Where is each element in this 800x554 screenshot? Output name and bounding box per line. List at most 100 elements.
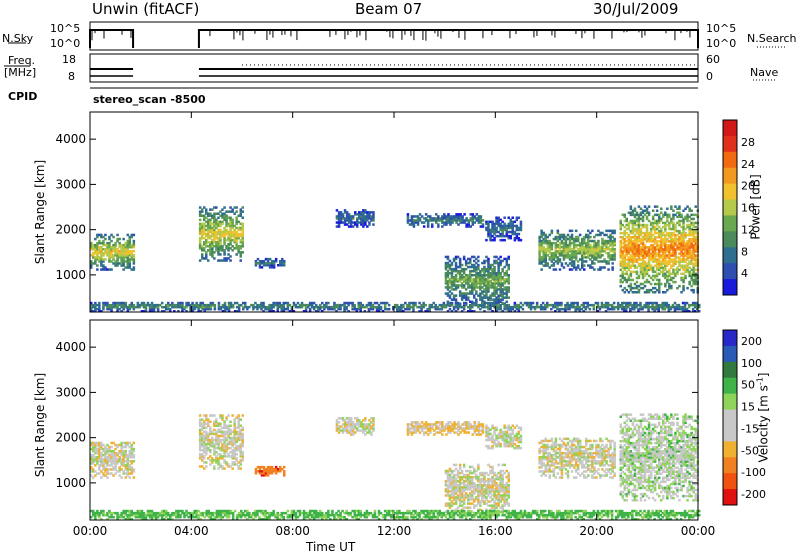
echo-cell	[475, 217, 479, 220]
echo-cell	[381, 310, 385, 313]
echo-cell	[128, 237, 131, 241]
echo-cell	[611, 231, 614, 235]
echo-cell	[106, 301, 109, 305]
echo-cell	[542, 264, 545, 267]
echo-cell	[609, 248, 612, 251]
echo-cell	[694, 278, 697, 282]
echo-cell	[493, 269, 496, 273]
echo-cell	[406, 217, 410, 220]
echo-cell	[209, 301, 213, 305]
echo-cell	[414, 431, 418, 434]
echo-cell	[631, 236, 635, 239]
echo-cell	[696, 303, 699, 307]
echo-cell	[564, 307, 567, 311]
echo-cell	[90, 266, 93, 269]
echo-cell	[368, 211, 371, 214]
echo-cell	[211, 440, 214, 444]
echo-cell	[120, 301, 123, 305]
echo-cell	[633, 229, 637, 233]
echo-cell	[649, 223, 653, 227]
echo-cell	[641, 270, 645, 274]
echo-cell	[568, 250, 572, 253]
echo-cell	[237, 247, 240, 250]
echo-cell	[633, 254, 637, 257]
echo-cell	[98, 307, 101, 311]
echo-cell	[623, 286, 626, 290]
echo-cell	[655, 209, 659, 212]
echo-cell	[335, 425, 339, 428]
echo-cell	[680, 250, 683, 253]
echo-cell	[116, 310, 119, 313]
echo-cell	[239, 255, 242, 258]
echo-cell	[676, 266, 679, 269]
echo-cell	[635, 305, 638, 309]
echo-cell	[550, 231, 554, 235]
echo-cell	[221, 416, 224, 419]
echo-cell	[664, 284, 667, 288]
echo-cell	[424, 213, 428, 216]
echo-cell	[631, 278, 635, 282]
echo-cell	[635, 272, 639, 276]
echo-cell	[198, 436, 202, 440]
echo-cell	[487, 263, 490, 267]
echo-cell	[256, 470, 260, 473]
echo-cell	[540, 258, 543, 261]
echo-cell	[560, 252, 564, 255]
echo-cell	[625, 231, 628, 235]
echo-cell	[591, 252, 594, 255]
echo-cell	[694, 282, 697, 286]
echo-cell	[658, 260, 661, 263]
echo-cell	[471, 303, 474, 307]
echo-cell	[686, 270, 689, 274]
echo-cell	[225, 432, 228, 436]
echo-cell	[450, 280, 454, 283]
echo-cell	[556, 243, 560, 247]
echo-cell	[435, 425, 438, 428]
echo-cell	[429, 431, 432, 434]
echo-cell	[229, 224, 232, 228]
echo-cell	[627, 246, 631, 249]
echo-cell	[446, 284, 450, 287]
echo-cell	[546, 262, 549, 265]
echo-cell	[499, 300, 502, 303]
echo-cell	[124, 472, 127, 475]
echo-cell	[347, 217, 351, 220]
echo-cell	[223, 436, 226, 440]
echo-cell	[672, 270, 675, 274]
echo-cell	[471, 310, 474, 313]
echo-cell	[499, 232, 502, 236]
echo-cell	[142, 305, 146, 309]
echo-cell	[460, 282, 464, 285]
echo-cell	[112, 303, 115, 307]
echo-cell	[507, 222, 510, 226]
echo-cell	[132, 449, 136, 453]
echo-cell	[505, 272, 508, 275]
echo-cell	[501, 284, 504, 287]
echo-cell	[463, 427, 466, 430]
echo-cell	[452, 296, 456, 299]
echo-cell	[672, 244, 675, 247]
echo-cell	[619, 274, 622, 278]
echo-cell	[201, 245, 204, 248]
echo-cell	[540, 268, 543, 271]
echo-cell	[213, 232, 216, 236]
echo-cell	[631, 244, 635, 247]
echo-cell	[680, 242, 683, 245]
echo-cell	[467, 276, 470, 279]
echo-cell	[420, 425, 424, 428]
echo-cell	[467, 274, 470, 277]
echo-cell	[554, 248, 558, 251]
echo-cell	[692, 274, 695, 278]
echo-cell	[493, 284, 496, 287]
echo-cell	[645, 288, 649, 292]
echo-cell	[343, 223, 347, 226]
echo-cell	[651, 270, 655, 274]
echo-cell	[237, 436, 240, 440]
echo-cell	[651, 209, 655, 212]
echo-cell	[633, 250, 637, 253]
echo-cell	[420, 429, 424, 432]
echo-cell	[475, 267, 478, 271]
echo-cell	[641, 254, 645, 257]
echo-cell	[587, 254, 590, 257]
echo-cell	[217, 438, 220, 442]
